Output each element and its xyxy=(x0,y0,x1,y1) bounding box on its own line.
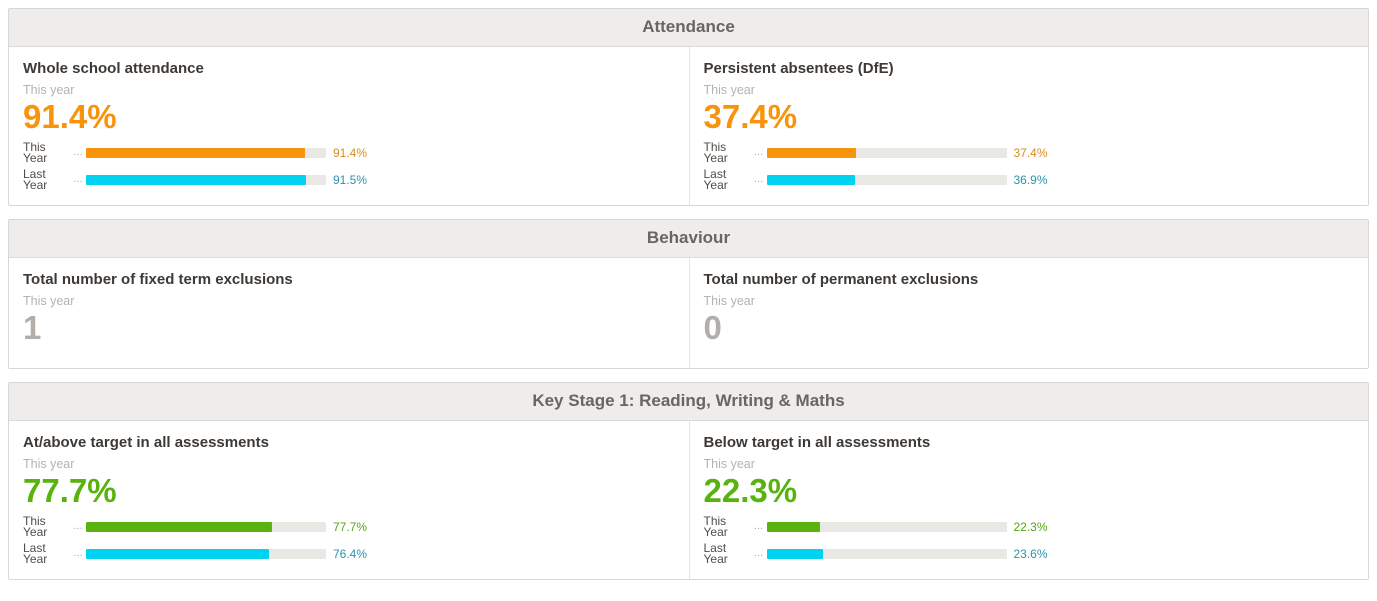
leader-dots-icon: … xyxy=(73,174,83,186)
bar-row: Last Year … 91.5% xyxy=(23,167,675,193)
bar-value: 77.7% xyxy=(333,519,368,534)
kpi-headline-value: 0 xyxy=(703,309,722,347)
bar-label: Last Year xyxy=(23,541,48,567)
section-behaviour: Behaviour Total number of fixed term exc… xyxy=(8,219,1369,369)
kpi-title: Whole school attendance xyxy=(23,60,204,77)
leader-dots-icon: … xyxy=(753,174,764,186)
kpi-title: Total number of permanent exclusions xyxy=(703,271,979,289)
kpi-panel-whole-school-attendance[interactable]: Whole school attendance This year 91.4% … xyxy=(9,47,689,205)
bar-fill xyxy=(766,148,857,159)
bar-label: Last Year xyxy=(703,541,728,567)
kpi-subtitle: This year xyxy=(23,456,75,471)
kpi-panel-below-target[interactable]: Below target in all assessments This yea… xyxy=(688,420,1369,580)
leader-dots-icon: … xyxy=(753,548,764,560)
leader-dots-icon: … xyxy=(73,147,83,159)
bar-value: 91.5% xyxy=(333,172,368,187)
kpi-subtitle: This year xyxy=(23,294,75,309)
bar-label: Last Year xyxy=(23,167,48,193)
bar-value: 37.4% xyxy=(1013,145,1048,160)
kpi-headline-value: 91.4% xyxy=(23,97,117,135)
section-title: Attendance xyxy=(9,9,1368,47)
bar-label: This Year xyxy=(703,514,728,540)
kpi-bars: This Year … 77.7% Last Year … 76.4% xyxy=(23,514,675,567)
bar-label: This Year xyxy=(23,140,48,166)
kpi-title: Total number of fixed term exclusions xyxy=(23,271,293,289)
bar-label: This Year xyxy=(23,514,48,540)
section-title: Behaviour xyxy=(9,220,1368,259)
section-body: Whole school attendance This year 91.4% … xyxy=(9,47,1369,206)
kpi-subtitle: This year xyxy=(703,456,755,471)
kpi-title: Below target in all assessments xyxy=(703,433,931,451)
section-attendance: Attendance Whole school attendance This … xyxy=(8,8,1369,207)
kpi-bars: This Year … 91.4% Last Year … 91.5% xyxy=(23,140,675,193)
bar-row: This Year … 37.4% xyxy=(703,140,1355,166)
kpi-panel-persistent-absentees[interactable]: Persistent absentees (DfE) This year 37.… xyxy=(688,47,1369,206)
leader-dots-icon: … xyxy=(753,147,764,159)
bar-value: 91.4% xyxy=(333,145,368,160)
bar-label: This Year xyxy=(703,140,728,166)
bar-value: 22.3% xyxy=(1013,519,1048,534)
bar-fill xyxy=(86,522,273,533)
bar-track xyxy=(86,522,326,533)
bar-row: Last Year … 36.9% xyxy=(703,167,1355,193)
kpi-headline-value: 77.7% xyxy=(23,471,117,509)
bar-row: This Year … 22.3% xyxy=(703,514,1355,540)
kpi-title: Persistent absentees (DfE) xyxy=(703,60,894,77)
kpi-subtitle: This year xyxy=(23,82,75,97)
bar-row: Last Year … 23.6% xyxy=(703,541,1355,567)
bar-label: Last Year xyxy=(703,167,728,193)
kpi-title: At/above target in all assessments xyxy=(23,433,269,451)
kpi-bars: This Year … 37.4% Last Year … 36.9% xyxy=(703,140,1355,193)
bar-row: This Year … 91.4% xyxy=(23,140,675,166)
section-body: At/above target in all assessments This … xyxy=(9,420,1369,580)
kpi-subtitle: This year xyxy=(703,82,755,97)
bar-fill xyxy=(86,175,306,186)
bar-fill xyxy=(86,549,270,560)
bar-value: 23.6% xyxy=(1013,546,1048,561)
bar-fill xyxy=(766,175,856,186)
kpi-panel-at-above-target[interactable]: At/above target in all assessments This … xyxy=(9,421,689,579)
leader-dots-icon: … xyxy=(753,521,764,533)
bar-track xyxy=(766,148,1007,159)
bar-track xyxy=(766,522,1007,533)
bar-track xyxy=(86,549,326,560)
bar-row: Last Year … 76.4% xyxy=(23,541,675,567)
bar-track xyxy=(766,549,1007,560)
kpi-panel-fixed-term-exclusions[interactable]: Total number of fixed term exclusions Th… xyxy=(9,258,689,367)
kpi-headline-value: 1 xyxy=(23,309,42,347)
kpi-panel-permanent-exclusions[interactable]: Total number of permanent exclusions Thi… xyxy=(688,258,1369,368)
section-key-stage-1: Key Stage 1: Reading, Writing & Maths At… xyxy=(8,381,1369,581)
kpi-headline-value: 22.3% xyxy=(703,471,798,509)
kpi-subtitle: This year xyxy=(703,294,755,309)
kpi-headline-value: 37.4% xyxy=(703,97,798,135)
leader-dots-icon: … xyxy=(73,548,83,560)
section-body: Total number of fixed term exclusions Th… xyxy=(9,258,1369,368)
bar-value: 76.4% xyxy=(333,546,368,561)
bar-fill xyxy=(766,549,824,560)
bar-row: This Year … 77.7% xyxy=(23,514,675,540)
bar-track xyxy=(766,175,1007,186)
leader-dots-icon: … xyxy=(73,521,83,533)
bar-track xyxy=(86,148,326,159)
bar-fill xyxy=(766,522,821,533)
bar-value: 36.9% xyxy=(1013,172,1048,187)
section-title: Key Stage 1: Reading, Writing & Maths xyxy=(9,382,1368,421)
kpi-bars: This Year … 22.3% Last Year … 23.6% xyxy=(703,514,1355,567)
bar-fill xyxy=(86,148,306,159)
bar-track xyxy=(86,175,326,186)
